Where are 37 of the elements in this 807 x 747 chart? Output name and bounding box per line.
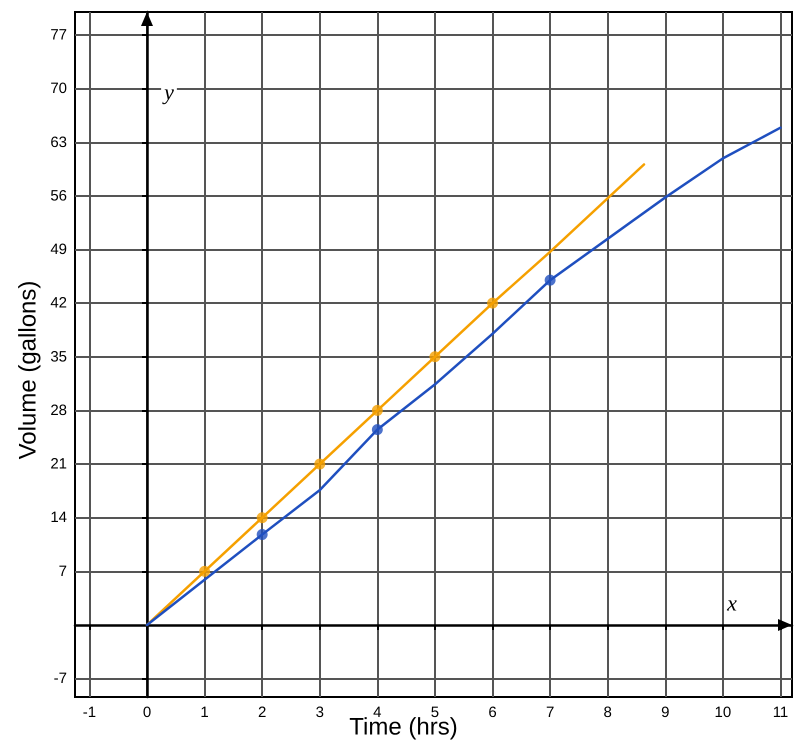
y-tick-label: 21 (50, 456, 67, 473)
x-tick-label: 10 (714, 704, 732, 721)
x-tick-label: 3 (316, 704, 324, 721)
y-tick-label: 63 (50, 134, 67, 151)
x-tick-label: 1 (200, 704, 209, 721)
y-tick-label: 14 (50, 509, 67, 526)
point (372, 424, 383, 436)
y-tick-label: 77 (50, 26, 67, 44)
x-tick-label: 5 (430, 704, 440, 721)
y-tick-label: 42 (50, 294, 67, 312)
point (199, 566, 210, 577)
x-tick-label: 7 (546, 704, 554, 721)
y-tick-label: -7 (54, 670, 67, 688)
y-tick-label: 35 (50, 348, 67, 366)
point (372, 404, 383, 416)
annotation: x (726, 590, 738, 616)
y-tick-label: 7 (58, 562, 67, 580)
point (256, 529, 268, 540)
y-tick-label: 49 (50, 241, 67, 258)
line-series (146, 126, 782, 626)
y-tick-label: 28 (50, 402, 67, 419)
point (544, 274, 556, 286)
y-tick-label: 70 (50, 80, 67, 98)
point (314, 458, 326, 470)
point (429, 351, 440, 362)
annotation: y (162, 80, 174, 104)
x-tick-label: 6 (488, 704, 497, 721)
point (256, 512, 268, 524)
y-tick-label: 56 (50, 187, 67, 204)
x-tick-label: 8 (604, 704, 612, 721)
x-tick-label: 0 (142, 704, 152, 721)
point (487, 298, 498, 309)
x-tick-label: -1 (82, 704, 96, 721)
x-tick-label: 9 (661, 704, 670, 721)
y-axis-title: Volume (gallons) (14, 280, 42, 460)
x-tick-label: 2 (258, 704, 266, 721)
x-tick-label: 11 (772, 704, 788, 721)
